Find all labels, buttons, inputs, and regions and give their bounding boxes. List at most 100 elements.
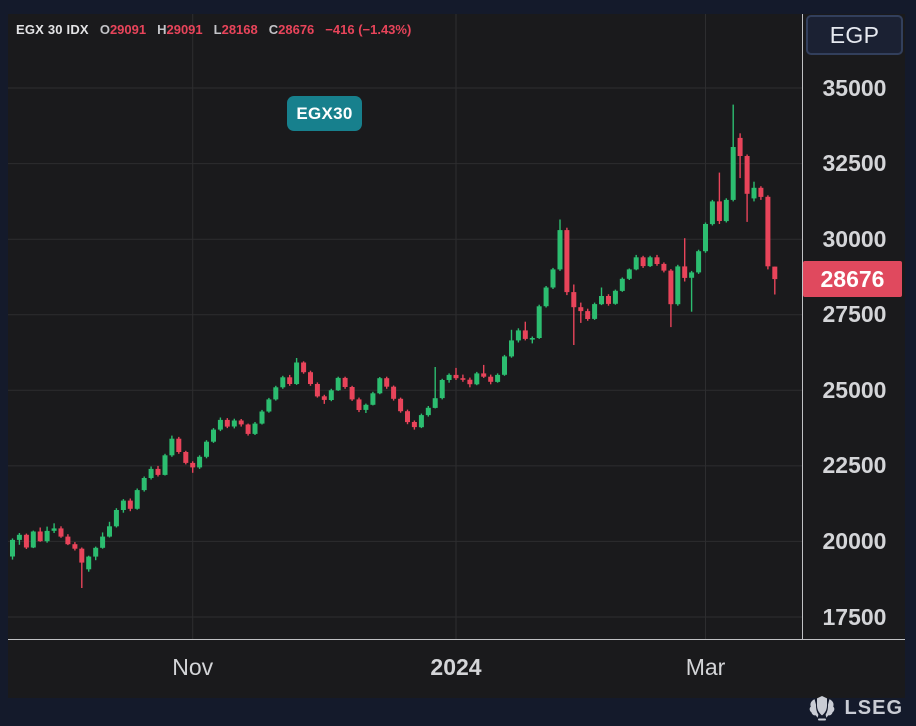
candle-body[interactable] <box>72 544 78 549</box>
candle-body[interactable] <box>391 386 397 399</box>
candle-body[interactable] <box>744 156 750 194</box>
candle-body[interactable] <box>502 356 507 375</box>
price-axis[interactable]: EGP 35000 32500 30000 27500 25000 22500 20000 1… <box>802 14 905 639</box>
candle-body[interactable] <box>58 528 64 537</box>
candle-body[interactable] <box>606 296 611 304</box>
candlestick-plot[interactable]: EGX 30 IDX O29091 H29091 L28168 C28676 −… <box>8 14 802 639</box>
candle-body[interactable] <box>155 468 161 475</box>
candle-body[interactable] <box>418 415 424 428</box>
candle-body[interactable] <box>425 407 431 416</box>
candle-body[interactable] <box>758 187 764 197</box>
candle-body[interactable] <box>730 147 736 200</box>
candle-body[interactable] <box>550 269 556 288</box>
candle-body[interactable] <box>211 429 216 442</box>
candle-body[interactable] <box>432 398 438 408</box>
candle-body[interactable] <box>411 422 417 428</box>
candle-body[interactable] <box>79 548 85 563</box>
candle-body[interactable] <box>626 269 632 279</box>
candle-body[interactable] <box>287 377 293 384</box>
candle-body[interactable] <box>578 307 584 312</box>
candle-body[interactable] <box>682 266 688 278</box>
candle-body[interactable] <box>509 340 514 357</box>
candle-body[interactable] <box>10 539 15 557</box>
candle-body[interactable] <box>100 536 106 548</box>
candle-body[interactable] <box>696 251 702 273</box>
candle-body[interactable] <box>689 272 695 278</box>
candle-body[interactable] <box>612 290 618 304</box>
candle-body[interactable] <box>474 373 480 385</box>
candle-body[interactable] <box>439 380 445 399</box>
candle-body[interactable] <box>661 263 667 271</box>
candle-body[interactable] <box>176 438 182 452</box>
candle-body[interactable] <box>252 423 258 434</box>
candle-body[interactable] <box>467 379 473 385</box>
candle-body[interactable] <box>328 390 334 400</box>
candlestick-canvas[interactable] <box>8 14 802 639</box>
candle-body[interactable] <box>675 266 681 305</box>
candle-body[interactable] <box>120 500 126 510</box>
candle-body[interactable] <box>321 396 327 400</box>
candle-body[interactable] <box>294 362 300 385</box>
candle-body[interactable] <box>716 201 722 221</box>
candle-body[interactable] <box>709 201 715 225</box>
candle-body[interactable] <box>335 377 341 391</box>
candle-body[interactable] <box>453 374 459 379</box>
candle-body[interactable] <box>245 424 251 434</box>
candle-body[interactable] <box>113 510 119 527</box>
candle-body[interactable] <box>398 398 404 412</box>
candle-body[interactable] <box>44 530 50 542</box>
candle-body[interactable] <box>190 462 196 468</box>
candle-body[interactable] <box>571 292 577 308</box>
candle-body[interactable] <box>204 441 209 457</box>
candle-body[interactable] <box>16 534 22 540</box>
candle-body[interactable] <box>564 230 570 293</box>
candle-body[interactable] <box>342 377 348 387</box>
candle-body[interactable] <box>280 377 286 388</box>
candle-body[interactable] <box>86 556 92 570</box>
candle-body[interactable] <box>23 534 29 548</box>
candle-body[interactable] <box>557 230 563 270</box>
candle-body[interactable] <box>772 266 778 280</box>
candle-body[interactable] <box>599 296 604 305</box>
candle-body[interactable] <box>703 224 708 252</box>
candle-body[interactable] <box>169 438 175 456</box>
candle-body[interactable] <box>30 531 36 548</box>
time-axis[interactable]: Nov 2024 Mar <box>8 639 905 698</box>
candle-body[interactable] <box>460 378 466 380</box>
candle-body[interactable] <box>107 526 112 537</box>
candle-body[interactable] <box>231 420 237 427</box>
candle-body[interactable] <box>273 387 279 400</box>
candle-body[interactable] <box>765 196 771 267</box>
candle-body[interactable] <box>93 547 99 557</box>
candle-body[interactable] <box>65 536 71 545</box>
candle-body[interactable] <box>197 456 203 468</box>
candle-body[interactable] <box>370 393 376 405</box>
candle-body[interactable] <box>162 455 168 475</box>
candle-body[interactable] <box>266 399 272 412</box>
candle-body[interactable] <box>349 387 355 400</box>
candle-body[interactable] <box>522 330 528 339</box>
candle-body[interactable] <box>37 531 43 542</box>
candle-body[interactable] <box>363 404 369 410</box>
candle-body[interactable] <box>529 338 535 340</box>
candle-body[interactable] <box>446 374 452 380</box>
candle-body[interactable] <box>619 278 625 291</box>
candle-body[interactable] <box>224 419 230 427</box>
candle-body[interactable] <box>183 452 189 463</box>
candle-body[interactable] <box>495 374 501 382</box>
candle-body[interactable] <box>127 500 133 509</box>
candle-body[interactable] <box>377 378 383 394</box>
candle-body[interactable] <box>148 468 154 478</box>
candle-body[interactable] <box>488 376 494 382</box>
candle-body[interactable] <box>308 372 313 384</box>
candle-body[interactable] <box>640 257 646 267</box>
candle-body[interactable] <box>134 490 140 509</box>
candle-body[interactable] <box>259 411 265 424</box>
candle-body[interactable] <box>536 306 542 338</box>
candle-body[interactable] <box>543 287 549 307</box>
candle-body[interactable] <box>51 528 57 531</box>
candle-body[interactable] <box>654 257 660 264</box>
currency-button[interactable]: EGP <box>806 15 903 55</box>
candle-body[interactable] <box>592 304 598 319</box>
candle-body[interactable] <box>384 378 390 387</box>
